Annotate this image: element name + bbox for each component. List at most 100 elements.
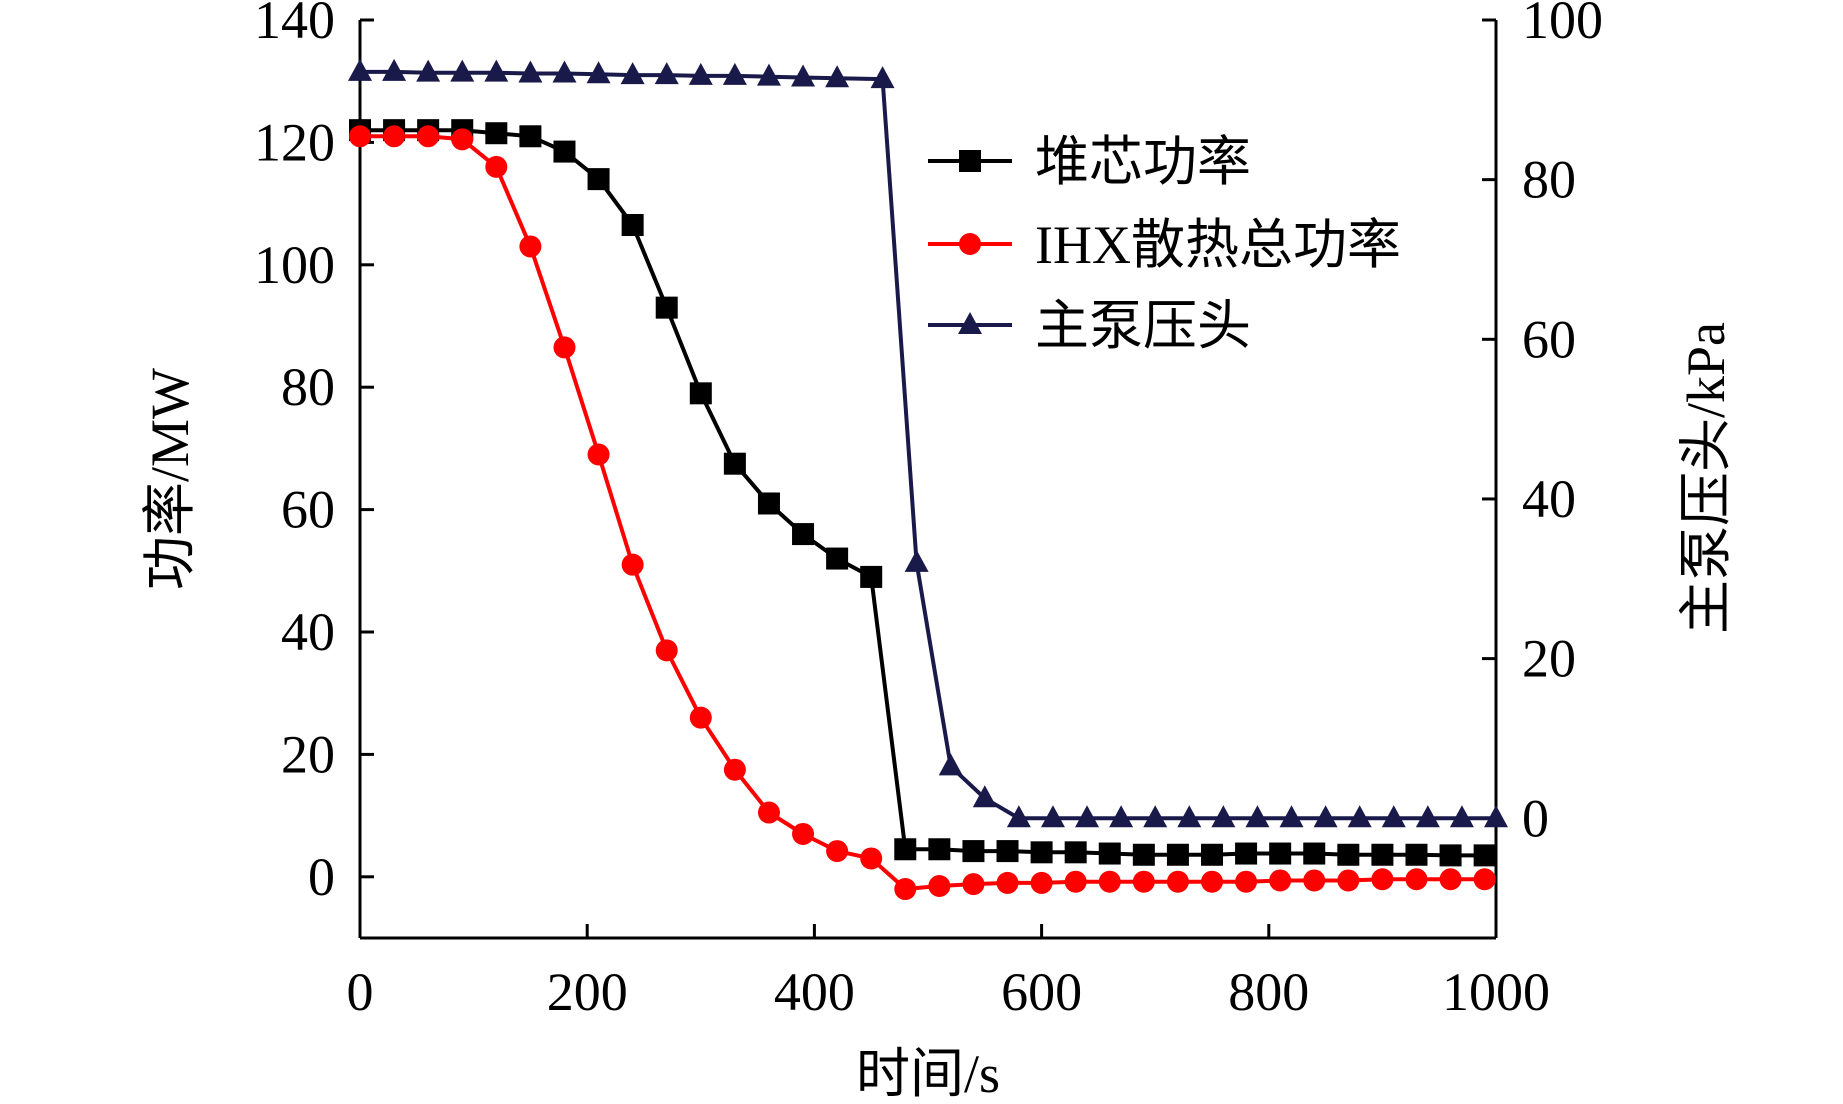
data-point-pump-head (382, 58, 407, 81)
data-point-core-power (1473, 844, 1496, 867)
data-point-core-power (723, 452, 746, 475)
series-layer (348, 58, 1508, 901)
data-point-ihx-power (655, 639, 678, 662)
data-point-ihx-power (792, 822, 815, 845)
data-point-ihx-power (349, 125, 371, 148)
right-y-axis-title: 主泵压头/kPa (1676, 322, 1736, 634)
data-point-pump-head (518, 60, 543, 83)
data-point-core-power (1201, 843, 1223, 866)
series-line-pump-head (360, 69, 1496, 821)
data-point-ihx-power (826, 840, 849, 863)
data-point-pump-head (904, 549, 929, 572)
data-point-pump-head (1484, 805, 1508, 828)
data-point-core-power (1371, 843, 1394, 866)
data-point-ihx-power (451, 128, 474, 151)
data-point-ihx-power (587, 443, 610, 466)
data-point-ihx-power (860, 847, 883, 870)
data-point-core-power (792, 523, 815, 546)
data-point-ihx-power (1166, 870, 1189, 893)
data-point-ihx-power (1439, 868, 1462, 891)
data-point-core-power (655, 296, 678, 319)
data-point-pump-head (1415, 805, 1440, 828)
data-point-ihx-power (1235, 870, 1258, 893)
left-y-tick-label: 100 (254, 235, 335, 295)
left-y-tick-label: 0 (308, 847, 335, 907)
data-point-core-power (1235, 842, 1258, 865)
legend-item-pump-head: 主泵压头 (928, 296, 1251, 356)
data-point-ihx-power (996, 871, 1019, 894)
left-y-tick-label: 120 (254, 112, 335, 172)
data-point-pump-head (688, 62, 713, 85)
data-point-pump-head (654, 62, 679, 85)
data-point-core-power (1166, 843, 1189, 866)
data-point-core-power (1269, 842, 1292, 865)
data-point-ihx-power (553, 336, 576, 359)
data-point-pump-head (450, 59, 475, 82)
data-point-pump-head (825, 65, 850, 88)
data-point-core-power (757, 492, 780, 515)
data-point-pump-head (484, 59, 509, 82)
data-point-core-power (553, 140, 576, 163)
x-tick-label: 200 (547, 962, 628, 1022)
left-y-axis-title: 功率/MW (140, 368, 200, 590)
series-pump-head (348, 58, 1508, 828)
legend: 堆芯功率 IHX散热总功率 主泵压头 (928, 132, 1401, 356)
data-point-core-power (1337, 843, 1360, 866)
data-point-ihx-power (485, 155, 508, 178)
x-tick-label: 1000 (1442, 962, 1550, 1022)
legend-marker-core-power (959, 150, 981, 172)
data-point-pump-head (938, 753, 963, 776)
right-y-tick-label: 20 (1522, 629, 1576, 689)
data-point-ihx-power (1098, 870, 1121, 893)
data-point-pump-head (1040, 805, 1065, 828)
data-point-core-power (894, 838, 917, 861)
data-point-pump-head (1109, 805, 1134, 828)
x-tick-label: 800 (1228, 962, 1309, 1022)
data-point-pump-head (1006, 805, 1031, 828)
data-point-core-power (587, 168, 610, 191)
right-y-tick-label: 60 (1522, 309, 1576, 369)
data-point-ihx-power (689, 706, 712, 729)
legend-marker-ihx-power (959, 233, 981, 255)
data-point-ihx-power (1064, 870, 1087, 893)
series-core-power (349, 119, 1496, 867)
data-point-core-power (485, 122, 508, 145)
data-point-core-power (1064, 841, 1087, 864)
data-point-pump-head (1075, 805, 1100, 828)
data-point-core-power (1098, 842, 1121, 865)
legend-label-pump-head: 主泵压头 (1035, 296, 1251, 356)
data-point-pump-head (791, 64, 816, 87)
data-point-core-power (826, 547, 849, 570)
series-ihx-power (349, 125, 1496, 901)
left-y-tick-label: 140 (254, 0, 335, 50)
data-point-pump-head (552, 60, 577, 83)
data-point-ihx-power (1303, 869, 1326, 892)
data-point-pump-head (722, 62, 747, 85)
data-point-ihx-power (757, 801, 780, 824)
data-point-core-power (996, 840, 1019, 863)
data-point-core-power (1405, 843, 1428, 866)
data-point-pump-head (416, 59, 441, 82)
data-point-ihx-power (1473, 868, 1496, 891)
data-point-pump-head (1279, 805, 1304, 828)
data-point-core-power (621, 214, 644, 237)
data-point-ihx-power (962, 873, 985, 896)
data-point-core-power (1303, 842, 1326, 865)
x-tick-label: 0 (347, 962, 374, 1022)
data-point-pump-head (972, 785, 997, 808)
data-point-core-power (1132, 843, 1155, 866)
data-point-core-power (689, 382, 712, 405)
data-point-ihx-power (1337, 869, 1360, 892)
legend-item-ihx-power: IHX散热总功率 (928, 215, 1401, 275)
legend-label-core-power: 堆芯功率 (1035, 132, 1251, 192)
right-y-ticks: 0 20 40 60 80 100 (1482, 0, 1603, 848)
data-point-ihx-power (723, 758, 746, 781)
series-line-ihx-power (360, 134, 1485, 891)
data-point-ihx-power (1132, 870, 1155, 893)
data-point-pump-head (586, 61, 611, 84)
x-axis-title: 时间/s (856, 1044, 1000, 1104)
left-y-tick-label: 60 (281, 480, 335, 540)
data-point-pump-head (348, 58, 372, 81)
data-point-ihx-power (383, 125, 406, 148)
